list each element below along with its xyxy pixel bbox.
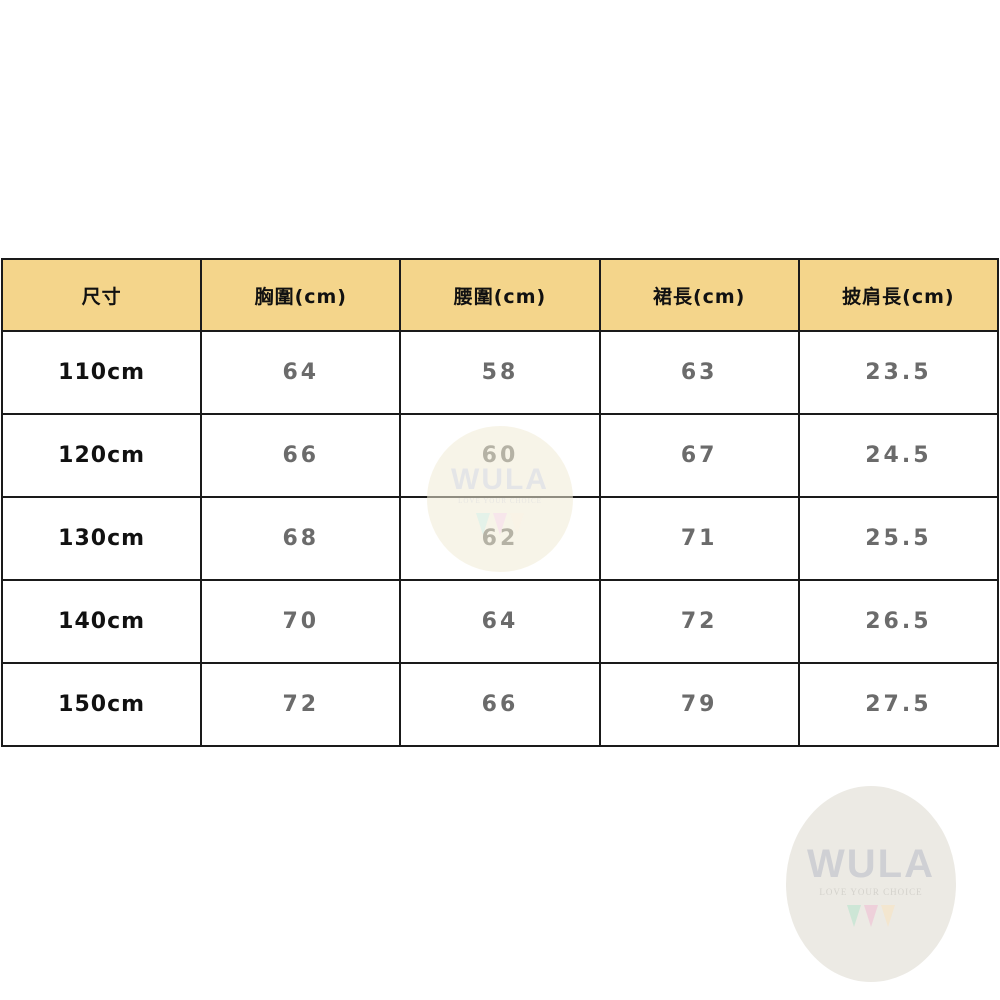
cell-chest: 68: [200, 496, 402, 581]
header-skirt-length: 裙長(cm): [598, 258, 800, 332]
cell-skirt-length: 72: [598, 579, 800, 664]
header-shawl-length: 披肩長(cm): [797, 258, 1000, 332]
table-row: 110cm 64 58 63 23.5: [0, 330, 1000, 415]
header-size: 尺寸: [0, 258, 203, 332]
table-row: 150cm 72 66 79 27.5: [0, 662, 1000, 747]
cell-size: 140cm: [0, 579, 203, 664]
cell-waist: 66: [399, 662, 601, 747]
cell-shawl-length: 24.5: [797, 413, 1000, 498]
cell-size: 130cm: [0, 496, 203, 581]
table-row: 140cm 70 64 72 26.5: [0, 579, 1000, 664]
cell-size: 150cm: [0, 662, 203, 747]
cell-waist: 58: [399, 330, 601, 415]
cell-chest: 70: [200, 579, 402, 664]
triangle-flags-icon: [476, 513, 524, 535]
header-row: 尺寸 胸圍(cm) 腰圍(cm) 裙長(cm) 披肩長(cm): [0, 258, 1000, 332]
cell-shawl-length: 26.5: [797, 579, 1000, 664]
cell-chest: 64: [200, 330, 402, 415]
cell-skirt-length: 63: [598, 330, 800, 415]
header-chest: 胸圍(cm): [200, 258, 402, 332]
watermark-logo-center: WULA LOVE YOUR CHOICE: [427, 426, 573, 572]
watermark-brand: WULA: [451, 463, 549, 496]
cell-skirt-length: 79: [598, 662, 800, 747]
watermark-logo-corner: WULA LOVE YOUR CHOICE: [786, 786, 956, 982]
cell-chest: 66: [200, 413, 402, 498]
cell-shawl-length: 23.5: [797, 330, 1000, 415]
cell-waist: 64: [399, 579, 601, 664]
watermark-brand: WULA: [807, 841, 935, 886]
watermark-tagline: LOVE YOUR CHOICE: [819, 886, 923, 897]
cell-skirt-length: 71: [598, 496, 800, 581]
cell-shawl-length: 27.5: [797, 662, 1000, 747]
triangle-flags-icon: [847, 904, 895, 927]
cell-size: 120cm: [0, 413, 203, 498]
cell-size: 110cm: [0, 330, 203, 415]
cell-chest: 72: [200, 662, 402, 747]
watermark-tagline: LOVE YOUR CHOICE: [458, 497, 542, 505]
cell-skirt-length: 67: [598, 413, 800, 498]
header-waist: 腰圍(cm): [399, 258, 601, 332]
cell-shawl-length: 25.5: [797, 496, 1000, 581]
